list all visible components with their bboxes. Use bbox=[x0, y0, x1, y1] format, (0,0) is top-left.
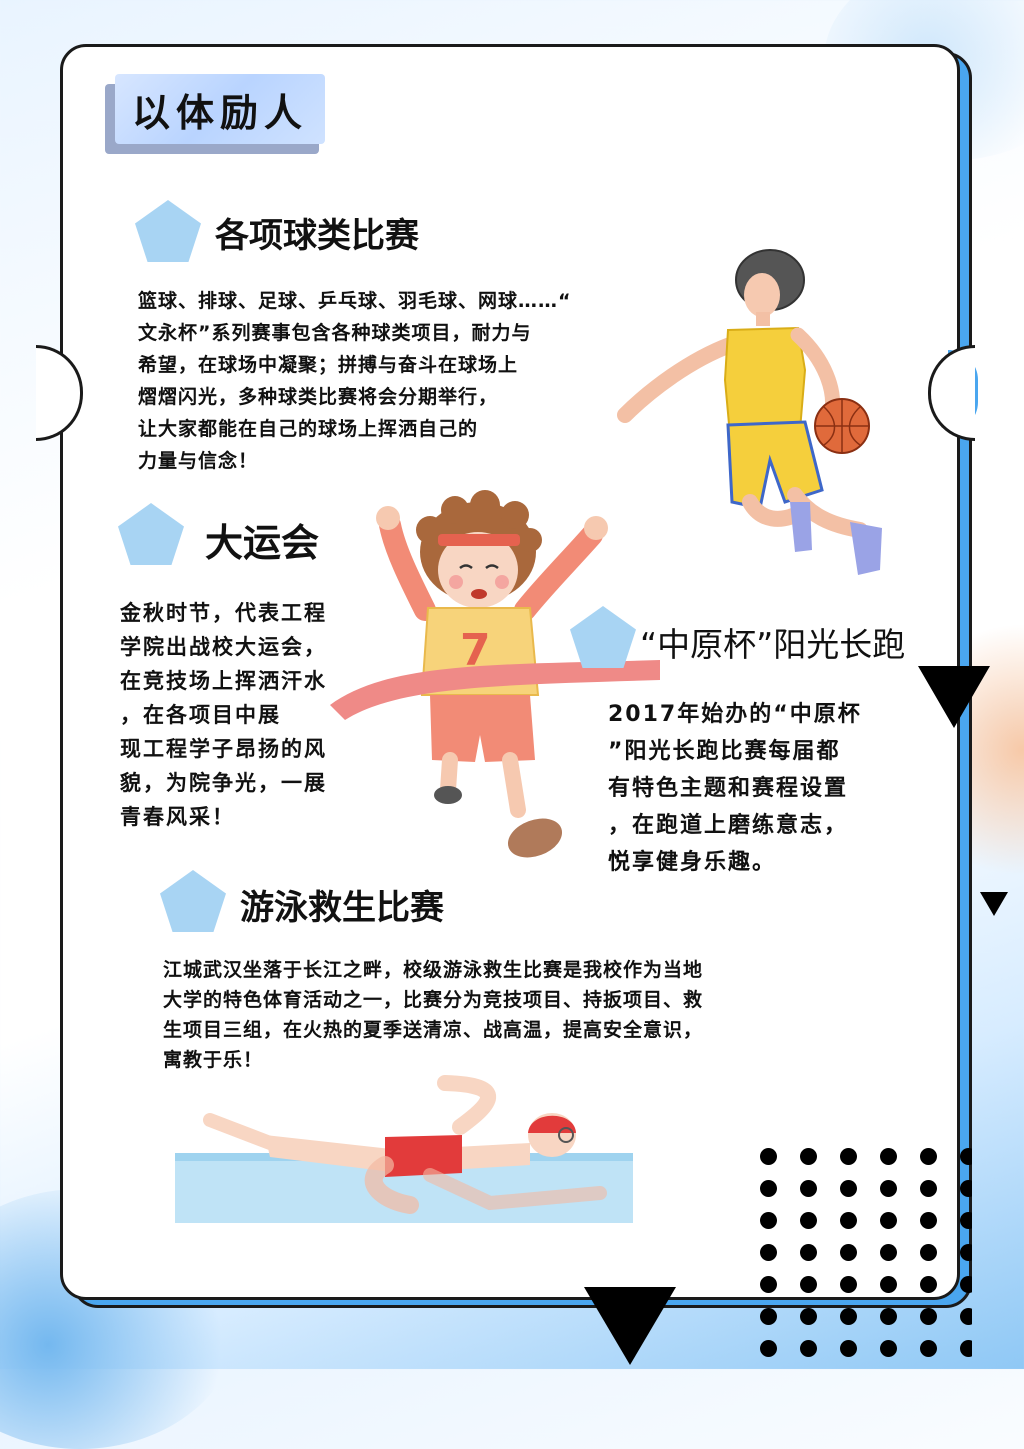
section-title-run: “中原杯”阳光长跑 bbox=[640, 625, 906, 664]
section-text-games: 金秋时节，代表工程 学院出战校大运会， 在竞技场上挥洒汗水 ，在各项目中展 现工… bbox=[120, 596, 327, 834]
dot bbox=[840, 1276, 857, 1293]
dot bbox=[920, 1308, 937, 1325]
dot bbox=[880, 1244, 897, 1261]
dot bbox=[800, 1148, 817, 1165]
dot bbox=[880, 1276, 897, 1293]
dot bbox=[840, 1244, 857, 1261]
dot bbox=[920, 1148, 937, 1165]
text-line: 现工程学子昂扬的风 bbox=[120, 737, 327, 761]
text-line: ”阳光长跑比赛每届都 bbox=[608, 739, 841, 764]
dot bbox=[880, 1340, 897, 1357]
dot bbox=[920, 1340, 937, 1357]
dot bbox=[800, 1180, 817, 1197]
dot bbox=[840, 1180, 857, 1197]
dot bbox=[960, 1308, 972, 1325]
dot-grid-decoration bbox=[752, 1140, 972, 1369]
text-line: 让大家都能在自己的球场上挥洒自己的 bbox=[138, 418, 479, 440]
dot bbox=[800, 1340, 817, 1357]
swimmer-illustration bbox=[175, 1075, 633, 1223]
dot bbox=[840, 1148, 857, 1165]
dot bbox=[880, 1212, 897, 1229]
dot bbox=[880, 1148, 897, 1165]
page-title: 以体励人 bbox=[131, 90, 308, 135]
section-text-swim: 江城武汉坐落于长江之畔，校级游泳救生比赛是我校作为当地 大学的特色体育活动之一，… bbox=[163, 955, 703, 1075]
dot bbox=[760, 1180, 777, 1197]
dot bbox=[800, 1308, 817, 1325]
section-title-games: 大运会 bbox=[205, 521, 320, 565]
text-line: ，在各项目中展 bbox=[120, 703, 281, 727]
text-line: 希望，在球场中凝聚；拼搏与奋斗在球场上 bbox=[138, 354, 519, 376]
text-line: 篮球、排球、足球、乒乓球、羽毛球、网球……“ bbox=[138, 290, 572, 312]
text-line: 金秋时节，代表工程 bbox=[120, 601, 327, 625]
text-line: ，在跑道上磨练意志， bbox=[608, 813, 849, 838]
text-line: 文永杯”系列赛事包含各种球类项目，耐力与 bbox=[138, 322, 532, 344]
dot bbox=[960, 1212, 972, 1229]
dot bbox=[760, 1276, 777, 1293]
basketball-player-illustration bbox=[617, 249, 882, 575]
dot bbox=[920, 1212, 937, 1229]
title-badge: 以体励人 bbox=[115, 74, 325, 144]
text-line: 大学的特色体育活动之一，比赛分为竞技项目、持扳项目、救 bbox=[163, 989, 704, 1011]
section-text-ball: 篮球、排球、足球、乒乓球、羽毛球、网球……“ 文永杯”系列赛事包含各种球类项目，… bbox=[138, 285, 572, 477]
dot bbox=[960, 1180, 972, 1197]
text-line: 貌，为院争光，一展 bbox=[120, 771, 327, 795]
triangle-decoration bbox=[980, 892, 1008, 916]
dot bbox=[800, 1244, 817, 1261]
text-line: 江城武汉坐落于长江之畔，校级游泳救生比赛是我校作为当地 bbox=[163, 959, 704, 981]
dot bbox=[800, 1212, 817, 1229]
dot bbox=[960, 1148, 972, 1165]
text-line: 2017年始办的“中原杯 bbox=[608, 702, 862, 727]
text-line: 寓教于乐！ bbox=[163, 1049, 264, 1071]
dot bbox=[760, 1308, 777, 1325]
triangle-decoration bbox=[918, 666, 990, 728]
dot bbox=[880, 1308, 897, 1325]
dot bbox=[880, 1180, 897, 1197]
section-title-ball: 各项球类比赛 bbox=[215, 216, 419, 256]
dot bbox=[760, 1212, 777, 1229]
section-title-swim: 游泳救生比赛 bbox=[240, 888, 444, 928]
dot bbox=[960, 1340, 972, 1357]
text-line: 有特色主题和赛程设置 bbox=[608, 776, 849, 801]
text-line: 学院出战校大运会， bbox=[120, 635, 327, 659]
text-line: 熠熠闪光，多种球类比赛将会分期举行， bbox=[138, 386, 499, 408]
dot bbox=[960, 1276, 972, 1293]
text-line: 悦享健身乐趣。 bbox=[608, 850, 777, 875]
triangle-decoration bbox=[584, 1287, 676, 1365]
dot bbox=[800, 1276, 817, 1293]
text-line: 在竞技场上挥洒汗水 bbox=[120, 669, 327, 693]
dot bbox=[760, 1340, 777, 1357]
dot bbox=[760, 1244, 777, 1261]
dot bbox=[840, 1212, 857, 1229]
runner-illustration: 7 bbox=[330, 490, 660, 858]
dot bbox=[920, 1180, 937, 1197]
dot bbox=[760, 1148, 777, 1165]
section-text-run: 2017年始办的“中原杯 ”阳光长跑比赛每届都 有特色主题和赛程设置 ，在跑道上… bbox=[608, 696, 862, 881]
dot bbox=[920, 1276, 937, 1293]
dot bbox=[960, 1244, 972, 1261]
text-line: 生项目三组，在火热的夏季送清凉、战高温，提高安全意识， bbox=[163, 1019, 704, 1041]
dot bbox=[840, 1308, 857, 1325]
text-line: 力量与信念！ bbox=[138, 450, 259, 472]
dot bbox=[920, 1244, 937, 1261]
dot bbox=[840, 1340, 857, 1357]
text-line: 青春风采！ bbox=[120, 805, 235, 829]
